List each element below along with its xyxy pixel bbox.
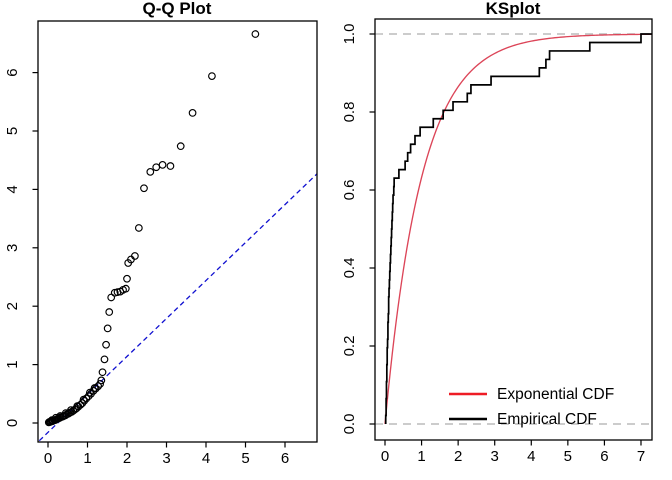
qq-point: [90, 384, 99, 392]
qq-x-axis: 0 1 2 3 4 5 6: [44, 442, 289, 467]
qq-point: [107, 293, 116, 302]
empirical-cdf-steps: [384, 33, 652, 424]
x-tick-label: 5: [241, 450, 249, 467]
qq-scatter-points: [44, 30, 260, 427]
y-tick-label: 0.6: [341, 180, 358, 201]
qq-point: [251, 30, 260, 38]
ks-reference-lines: [375, 33, 652, 425]
y-tick-label: 4: [4, 185, 21, 193]
qq-point: [94, 382, 103, 391]
ks-plot-title: KSplot: [486, 0, 541, 18]
y-tick-label: 2: [4, 302, 21, 310]
y-tick-label: 1: [4, 360, 21, 368]
qq-point: [52, 413, 60, 422]
y-tick-label: 6: [4, 68, 21, 76]
qq-point: [121, 284, 130, 293]
exponential-cdf-curve: [384, 33, 652, 425]
qq-point: [102, 340, 110, 349]
y-tick-label: 0.0: [341, 414, 358, 435]
y-tick-label: 0.8: [341, 102, 358, 123]
qq-point: [73, 402, 82, 410]
legend-label-empirical: Empirical CDF: [497, 411, 597, 428]
qq-point: [176, 142, 185, 151]
qq-point: [152, 163, 161, 172]
qq-point: [166, 162, 175, 170]
y-tick-label: 3: [4, 244, 21, 252]
qq-point: [105, 308, 114, 316]
y-tick-label: 0.2: [341, 336, 358, 357]
ks-plot-panel: KSplot 0 1 2 3 4 5 6 7 0.0 0.2 0.4 0.6 0.8 1.0 Expon…: [341, 0, 653, 465]
x-tick-label: 2: [454, 448, 462, 465]
qq-point: [103, 324, 112, 333]
x-tick-label: 7: [637, 448, 645, 465]
x-tick-label: 1: [417, 448, 425, 465]
x-tick-label: 2: [123, 450, 131, 467]
qq-point: [96, 379, 105, 388]
y-tick-label: 0.4: [341, 258, 358, 279]
qq-point: [140, 184, 148, 193]
qq-point: [80, 396, 89, 405]
qq-point: [134, 224, 143, 232]
y-tick-label: 0: [4, 419, 21, 427]
ks-y-axis: 0.0 0.2 0.4 0.6 0.8 1.0: [341, 24, 375, 435]
x-tick-label: 3: [491, 448, 499, 465]
x-tick-label: 5: [564, 448, 572, 465]
qq-point: [188, 109, 197, 117]
qq-point: [123, 274, 131, 283]
ks-plot-border: [374, 18, 653, 441]
x-tick-label: 6: [281, 450, 289, 467]
x-tick-label: 0: [44, 450, 52, 467]
qq-plot-panel: Q-Q Plot 0 1 2 3 4 5 6 0 1 2 3 4 5 6: [4, 0, 318, 467]
qq-point: [146, 168, 155, 176]
qq-point: [158, 160, 167, 169]
x-tick-label: 3: [162, 450, 170, 467]
qq-point: [48, 416, 56, 424]
x-tick-label: 1: [83, 450, 91, 467]
x-tick-label: 4: [202, 450, 210, 467]
legend-label-exponential: Exponential CDF: [497, 386, 614, 403]
qq-point: [208, 72, 216, 80]
qq-point: [110, 288, 119, 297]
qq-point: [100, 355, 109, 364]
x-tick-label: 0: [381, 448, 389, 465]
qq-point: [97, 376, 106, 385]
qq-point: [79, 395, 88, 404]
qq-point: [98, 368, 107, 377]
x-tick-label: 4: [527, 448, 535, 465]
exp-cdf-path: [384, 33, 652, 425]
x-tick-label: 6: [600, 448, 608, 465]
qq-y-axis: 0 1 2 3 4 5 6: [4, 68, 38, 427]
qq-point: [131, 252, 139, 260]
qq-point: [84, 392, 93, 401]
ks-x-axis: 0 1 2 3 4 5 6 7: [381, 440, 645, 465]
ks-legend: Exponential CDF Empirical CDF: [449, 386, 614, 428]
y-tick-label: 1.0: [341, 24, 358, 45]
qq-point: [67, 406, 75, 415]
qq-plot-title: Q-Q Plot: [143, 0, 212, 18]
ecdf-path: [384, 33, 652, 424]
qq-plot-border: [37, 20, 318, 443]
y-tick-label: 5: [4, 127, 21, 135]
qq-point: [85, 388, 94, 397]
